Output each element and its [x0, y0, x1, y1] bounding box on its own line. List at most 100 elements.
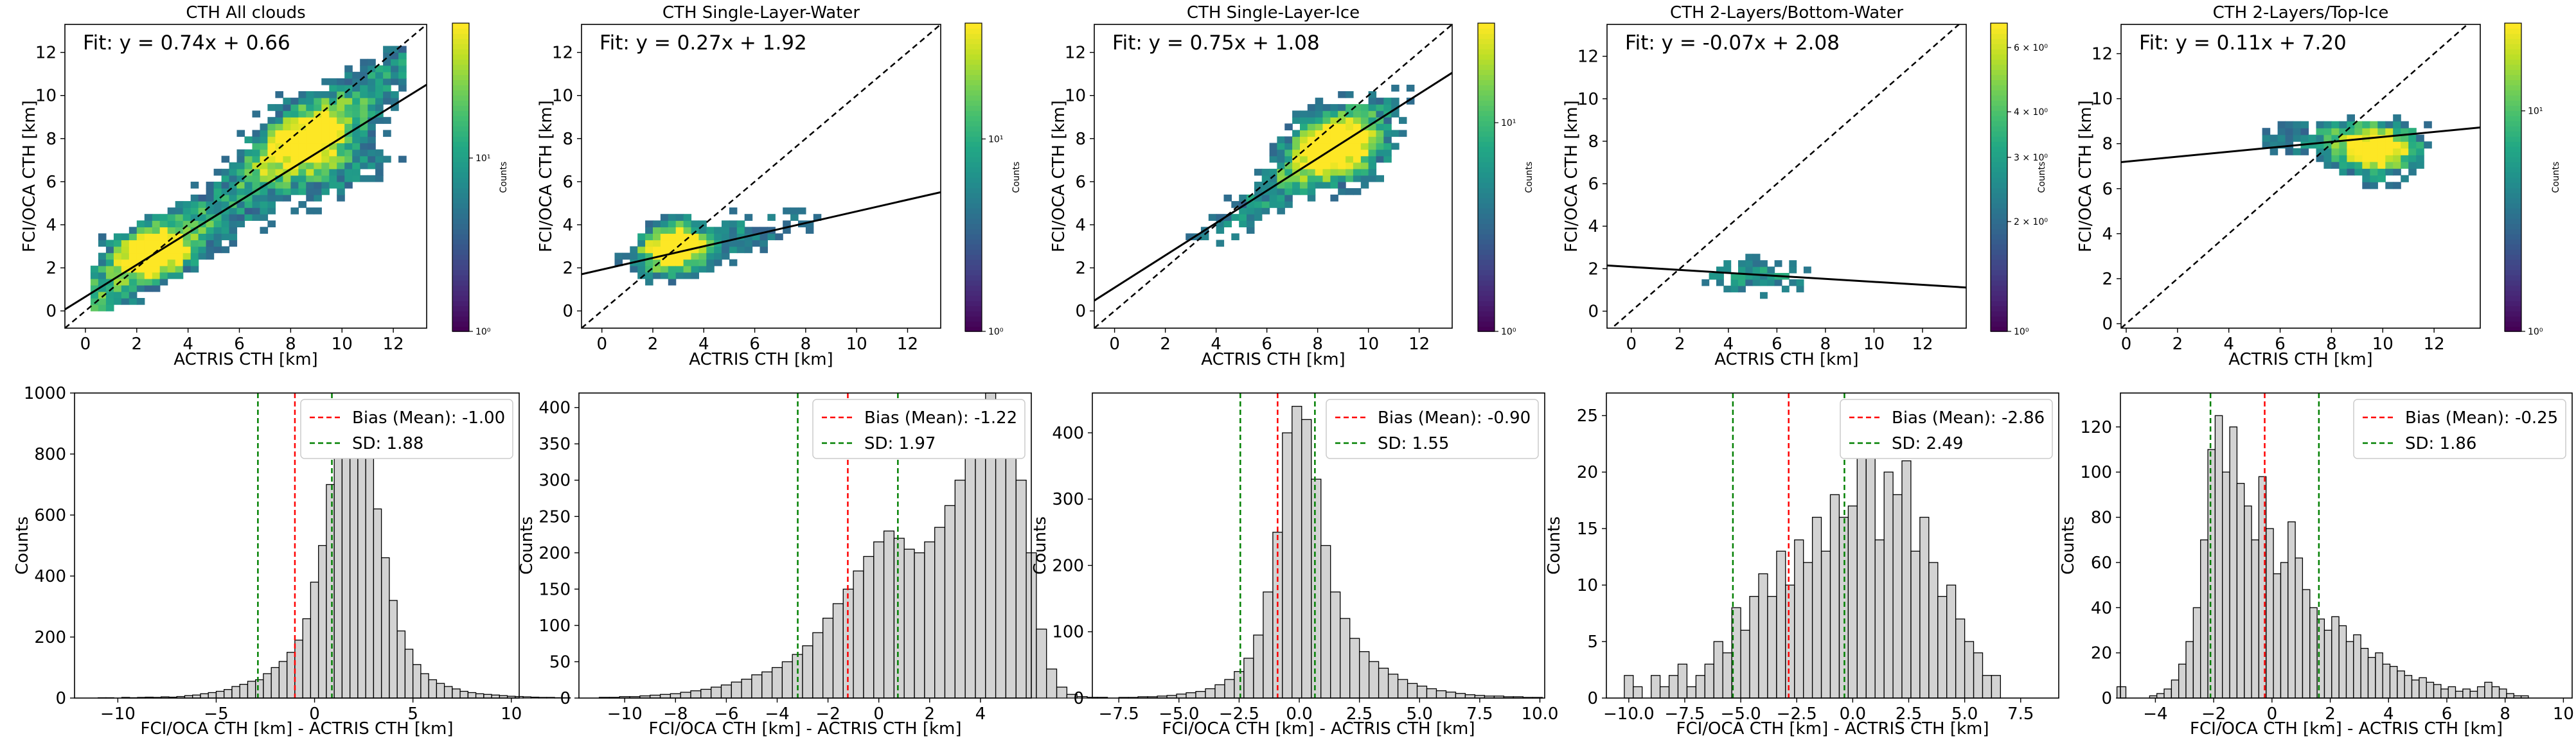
- heatmap-cell: [275, 162, 283, 170]
- heatmap-cell: [1277, 162, 1285, 170]
- histogram-panel-3: −7.5 −5.0 −2.5 0.0 2.5 5.0 7.5 10.0010020030040…: [1031, 392, 1558, 739]
- heatmap-cell: [129, 240, 138, 247]
- colorbar-segment: [965, 131, 982, 137]
- y-tick-label: 5: [1587, 633, 1598, 652]
- colorbar-segment: [1991, 136, 2007, 142]
- colorbar-segment: [1478, 69, 1495, 75]
- heatmap-cell: [368, 58, 376, 66]
- histogram-bar: [2491, 686, 2500, 699]
- heatmap-cell: [167, 265, 176, 273]
- colorbar-segment: [1478, 136, 1495, 142]
- heatmap-cell: [352, 162, 360, 170]
- heatmap-cell: [2370, 148, 2378, 155]
- histogram-bar: [1973, 652, 1984, 699]
- heatmap-cell: [1330, 175, 1338, 182]
- heatmap-cell: [337, 123, 345, 130]
- heatmap-cell: [306, 188, 314, 195]
- heatmap-cell: [798, 207, 806, 214]
- heatmap-cell: [683, 259, 692, 267]
- histogram-bar: [1686, 686, 1697, 699]
- heatmap-cell: [352, 175, 360, 182]
- heatmap-cell: [752, 240, 761, 247]
- colorbar-segment: [965, 28, 982, 34]
- heatmap-cell: [2401, 175, 2409, 182]
- histogram-bar: [1368, 661, 1380, 699]
- colorbar-segment: [452, 234, 469, 240]
- y-tick-label: 0: [55, 689, 66, 708]
- heatmap-cell: [229, 233, 238, 241]
- heatmap-cell: [1376, 175, 1384, 182]
- heatmap-cell: [1254, 181, 1263, 189]
- colorbar-segment: [1991, 74, 2007, 80]
- heatmap-cell: [236, 162, 245, 170]
- heatmap-cell: [244, 207, 253, 214]
- heatmap-cell: [1760, 292, 1768, 299]
- heatmap-cell: [244, 136, 253, 144]
- heatmap-cell: [321, 168, 330, 176]
- y-tick-label: 6: [1588, 175, 1599, 194]
- heatmap-cell: [1338, 175, 1346, 182]
- chart-title: CTH 2-Layers/Top-Ice: [2213, 3, 2389, 22]
- heatmap-cell: [190, 246, 199, 254]
- heatmap-cell: [244, 168, 253, 176]
- heatmap-cell: [321, 98, 330, 105]
- heatmap-cell: [152, 233, 161, 241]
- heatmap-cell: [298, 136, 306, 144]
- x-axis-label: ACTRIS CTH [km]: [173, 350, 317, 369]
- colorbar-segment: [1478, 311, 1495, 317]
- heatmap-cell: [1353, 168, 1362, 176]
- heatmap-cell: [344, 136, 353, 144]
- histogram-bar: [1704, 663, 1714, 699]
- heatmap-cell: [1300, 181, 1308, 189]
- x-tick-label: 8: [2326, 335, 2337, 354]
- y-tick-label: 200: [1052, 556, 1084, 575]
- heatmap-cell: [314, 136, 322, 144]
- heatmap-cell: [2354, 155, 2363, 162]
- heatmap-cell: [190, 227, 199, 234]
- heatmap-cell: [260, 207, 269, 214]
- heatmap-cell: [1284, 136, 1293, 144]
- heatmap-cell: [1391, 104, 1399, 111]
- colorbar-segment: [2505, 295, 2521, 301]
- x-tick-label: 0: [80, 335, 91, 354]
- colorbar-segment: [1478, 229, 1495, 234]
- colorbar-segment: [2505, 121, 2521, 127]
- colorbar-tick-label: 10⁰: [475, 327, 491, 337]
- heatmap-cell: [144, 220, 153, 227]
- heatmap-cell: [691, 233, 699, 241]
- colorbar-segment: [2505, 203, 2521, 209]
- heatmap-cell: [675, 265, 684, 273]
- colorbar-segment: [1478, 213, 1495, 219]
- heatmap-cell: [729, 246, 738, 254]
- heatmap-cell: [167, 214, 176, 221]
- heatmap-cell: [1346, 91, 1354, 98]
- heatmap-cell: [344, 104, 353, 111]
- heatmap-cell: [190, 214, 199, 221]
- histogram-bar: [1263, 591, 1274, 699]
- heatmap-cell: [314, 98, 322, 105]
- heatmap-cell: [244, 162, 253, 170]
- heatmap-cell: [383, 155, 391, 163]
- colorbar-segment: [1991, 265, 2007, 270]
- heatmap-cell: [668, 233, 677, 241]
- histogram-bar: [2360, 647, 2369, 699]
- plot-area: [65, 24, 427, 328]
- heatmap-cell: [298, 104, 306, 111]
- heatmap-cell: [2277, 134, 2286, 142]
- colorbar-segment: [1478, 234, 1495, 240]
- x-tick-label: 4: [2383, 704, 2394, 724]
- colorbar-tick-label: 10⁰: [2014, 327, 2029, 337]
- heatmap-cell: [1752, 267, 1761, 274]
- heatmap-cell: [1353, 162, 1362, 170]
- heatmap-cell: [2277, 141, 2286, 149]
- colorbar-segment: [965, 234, 982, 240]
- colorbar-segment: [965, 54, 982, 60]
- heatmap-cell: [1247, 220, 1255, 227]
- heatmap-cell: [698, 252, 707, 260]
- heatmap-cell: [159, 259, 168, 267]
- heatmap-cell: [645, 220, 653, 227]
- heatmap-cell: [653, 265, 661, 273]
- heatmap-cell: [1368, 149, 1377, 157]
- heatmap-cell: [275, 130, 283, 137]
- colorbar-segment: [2505, 95, 2521, 101]
